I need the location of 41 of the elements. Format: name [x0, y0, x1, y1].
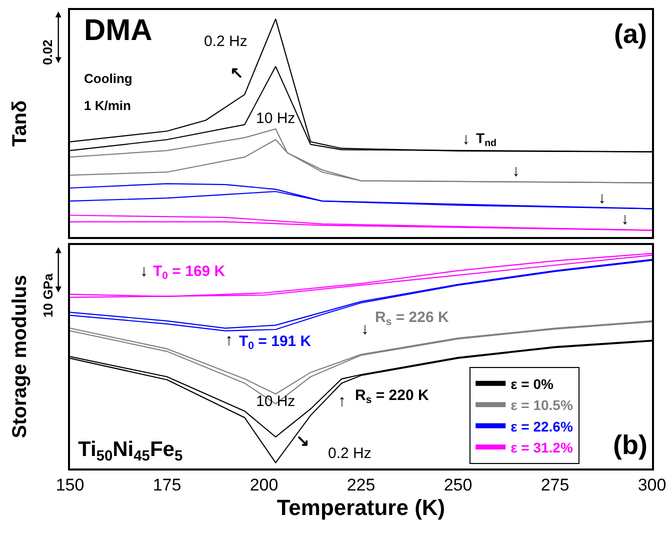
x-tick-label: 300 [638, 476, 666, 495]
x-tick-label: 200 [250, 476, 278, 495]
annotation: 1 K/min [84, 98, 132, 113]
x-tick-label: 175 [152, 476, 182, 495]
text: 10 GPa [40, 272, 56, 318]
annotation: (b) [613, 430, 648, 460]
y-axis-title: Tanδ [9, 100, 31, 147]
y-axis-title: Storage modulus [9, 274, 31, 438]
annotation: ↓ [361, 321, 369, 338]
x-tick-label: 275 [540, 476, 570, 495]
legend-label: ε = 31.2% [510, 439, 574, 456]
annotation: T$_{0}$ = 191 K [239, 333, 312, 352]
annotation: ↑ [338, 393, 346, 410]
annotation: ↓ [598, 190, 606, 207]
text: 0.02 [40, 40, 56, 65]
legend-label: ε = 22.6% [510, 418, 574, 434]
annotation: (a) [614, 19, 647, 49]
x-tick-label: 225 [346, 476, 376, 495]
x-axis-title: Temperature (K) [276, 495, 446, 520]
annotation: T$_{nd}$ [476, 130, 497, 149]
annotation: 10 Hz [256, 393, 296, 410]
x-tick-label: 150 [56, 476, 84, 495]
annotation: R$_{s}$ = 220 K [355, 387, 429, 406]
annotation: Cooling [84, 71, 132, 86]
annotation: ↓ [140, 263, 148, 280]
legend-label: ε = 0% [510, 376, 554, 392]
annotation: ↖ [230, 65, 243, 82]
legend-label: ε = 10.5% [510, 397, 574, 414]
annotation: DMA [84, 14, 152, 47]
annotation: 0.2 Hz [328, 445, 372, 462]
annotation: ↘ [296, 433, 309, 450]
annotation: Ti$_{50}$Ni$_{45}$Fe$_{5}$ [78, 438, 183, 464]
annotation: ↓ [512, 163, 520, 180]
annotation: R$_{s}$ = 226 K [375, 309, 449, 328]
annotation: ↓ [462, 131, 470, 148]
annotation: ↓ [621, 211, 629, 228]
annotation: T$_{0}$ = 169 K [153, 263, 226, 282]
annotation: 10 Hz [256, 110, 296, 127]
annotation: ↑ [225, 332, 233, 349]
annotation: 0.2 Hz [204, 33, 248, 50]
x-tick-label: 250 [444, 476, 472, 495]
